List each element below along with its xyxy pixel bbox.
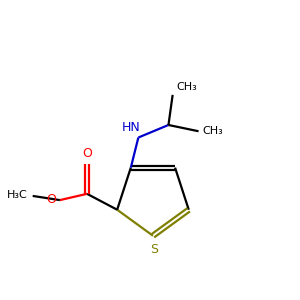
Text: S: S (150, 243, 158, 256)
Text: O: O (46, 193, 56, 206)
Text: CH₃: CH₃ (203, 126, 224, 136)
Text: CH₃: CH₃ (177, 82, 198, 92)
Text: O: O (82, 146, 92, 160)
Text: HN: HN (122, 121, 140, 134)
Text: H₃C: H₃C (7, 190, 28, 200)
